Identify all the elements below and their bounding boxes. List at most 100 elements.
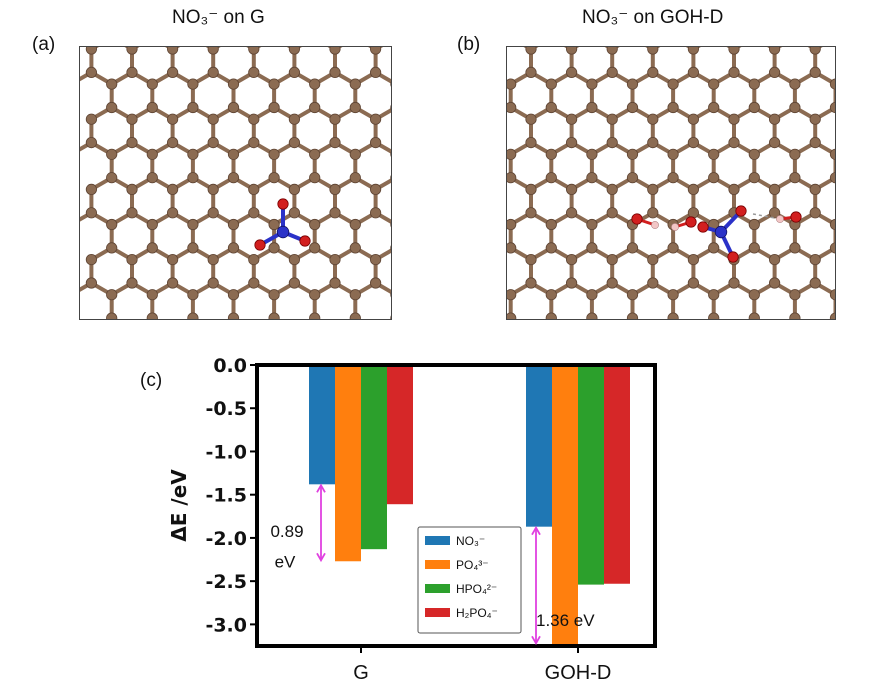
carbon-atom [248,207,260,219]
carbon-atom [309,148,321,160]
carbon-atom [227,242,240,254]
carbon-atom [667,78,679,90]
carbon-atom [708,289,720,301]
carbon-atom [525,277,537,289]
carbon-atom [525,47,537,55]
carbon-atom [146,218,158,231]
carbon-atom [829,172,835,184]
carbon-atom [106,242,118,254]
carbon-atom [586,172,598,184]
y-tick-label: 0.0 [213,355,247,377]
carbon-atom [507,289,517,301]
carbon-atom [126,277,138,289]
carbon-atom [565,277,578,289]
carbon-atom [369,113,382,125]
carbon-atom [626,148,639,160]
bar-goh-d-1 [552,365,578,645]
carbon-atom [146,289,158,301]
carbon-atom [667,148,679,160]
carbon-atom [768,113,781,125]
carbon-atom [349,218,361,231]
arrow-head [316,552,326,563]
carbon-atom [667,289,679,301]
legend-swatch [425,584,450,593]
carbon-atom [126,47,138,55]
carbon-atom [647,183,659,195]
carbon-atom [227,172,240,184]
oxygen-atom [631,213,643,225]
carbon-atom [227,218,240,231]
carbon-atom [207,277,219,289]
carbon-atom [167,47,179,55]
carbon-atom [809,66,821,79]
legend: NO₃⁻ PO₄³⁻ HPO₄²⁻ H₂PO₄⁻ [417,526,522,634]
carbon-atom [768,183,781,195]
carbon-atom [525,207,537,219]
carbon-atom [789,172,801,184]
bars-group [309,365,630,645]
carbon-atom [268,172,280,184]
carbon-atom [167,113,179,125]
carbon-atom [687,277,699,289]
carbon-atom [667,242,679,254]
carbon-atom [309,242,321,254]
annotation-g-unit: eV [275,552,296,571]
carbon-atom [507,148,517,160]
carbon-atom [106,172,118,184]
carbon-atom [329,183,341,195]
nitrate-molecule [254,198,311,251]
carbon-atom [85,113,97,125]
carbon-atom [507,218,517,231]
carbon-atom [85,66,97,79]
carbon-atom [507,242,517,254]
carbon-atom [606,277,618,289]
carbon-atom [207,66,219,79]
carbon-atom [748,289,760,301]
carbon-atom [708,312,720,319]
carbon-atom [748,172,760,184]
carbon-atom [768,277,781,289]
carbon-atom [146,101,158,114]
nitrogen-atom [276,225,290,239]
carbon-atom [349,312,361,319]
carbon-atom [227,289,240,301]
carbon-atom [146,78,158,90]
carbon-atom [106,289,118,301]
carbon-atom [126,254,138,266]
carbon-atom [187,218,199,231]
carbon-atom [146,148,158,160]
carbon-atom [626,78,639,90]
carbon-atom [329,254,341,266]
carbon-atom [106,78,118,90]
carbon-atom [390,245,391,251]
carbon-atom [288,113,300,125]
carbon-atom [647,207,659,219]
y-axis-label: ΔE /eV [167,469,191,542]
carbon-atom [586,289,598,301]
panel-b-letter: (b) [457,34,481,55]
carbon-atom [349,242,361,254]
carbon-atom [207,207,219,219]
hydrogen-atom [651,221,659,229]
oxygen-atom [697,221,709,233]
carbon-atom [545,101,557,114]
carbon-atom [565,66,578,79]
carbon-atom [309,218,321,231]
carbon-atom [708,242,720,254]
carbon-atom [748,312,760,319]
carbon-atom [566,47,578,55]
carbon-atom [565,113,578,125]
carbon-atom [329,47,341,55]
carbon-atom [248,137,260,149]
carbon-atom [789,312,801,319]
carbon-atom [829,289,835,301]
carbon-atom [85,207,97,219]
carbon-atom [687,113,699,125]
carbon-atom [207,183,219,195]
carbon-atom [288,183,300,195]
y-tick-label: -1.0 [205,441,247,463]
oxygen-atom [277,198,289,210]
carbon-atom [525,183,537,195]
carbon-atom [390,291,391,298]
carbon-atom [207,137,219,149]
